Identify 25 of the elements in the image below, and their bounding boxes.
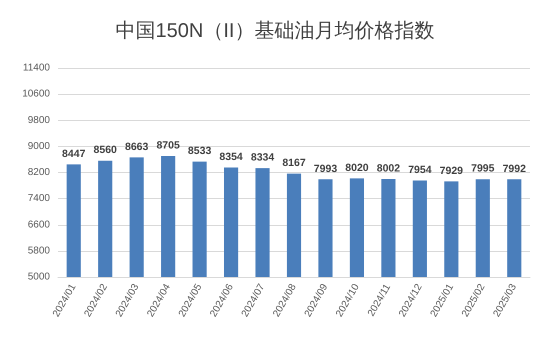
y-tick-label: 8200 — [28, 167, 50, 178]
data-label: 8020 — [345, 162, 369, 174]
data-label: 7993 — [314, 162, 338, 175]
y-tick-label: 10600 — [22, 88, 50, 100]
y-tick-label: 9800 — [28, 114, 50, 126]
y-tick-label: 6600 — [28, 219, 50, 230]
data-label: 7954 — [408, 164, 432, 176]
data-label: 8167 — [282, 157, 306, 170]
data-label: 7992 — [502, 162, 526, 175]
data-label: 8447 — [62, 148, 86, 160]
y-tick-label: 7400 — [28, 193, 50, 204]
data-label: 8354 — [219, 150, 243, 163]
y-tick-label: 5800 — [28, 245, 50, 256]
data-label: 8560 — [94, 144, 118, 156]
y-tick-label: 5000 — [28, 272, 50, 282]
data-label: 8705 — [156, 140, 180, 152]
y-tick-label: 11400 — [22, 62, 50, 74]
data-label: 8334 — [250, 152, 274, 164]
data-label: 8002 — [376, 162, 400, 174]
data-label: 7929 — [440, 164, 464, 177]
data-label: 8533 — [188, 145, 212, 158]
data-label: 7995 — [471, 162, 495, 175]
y-tick-label: 9000 — [28, 140, 50, 152]
data-label: 8663 — [124, 140, 149, 153]
chart-title: 中国150N（II）基础油月均价格指数 — [116, 20, 434, 42]
